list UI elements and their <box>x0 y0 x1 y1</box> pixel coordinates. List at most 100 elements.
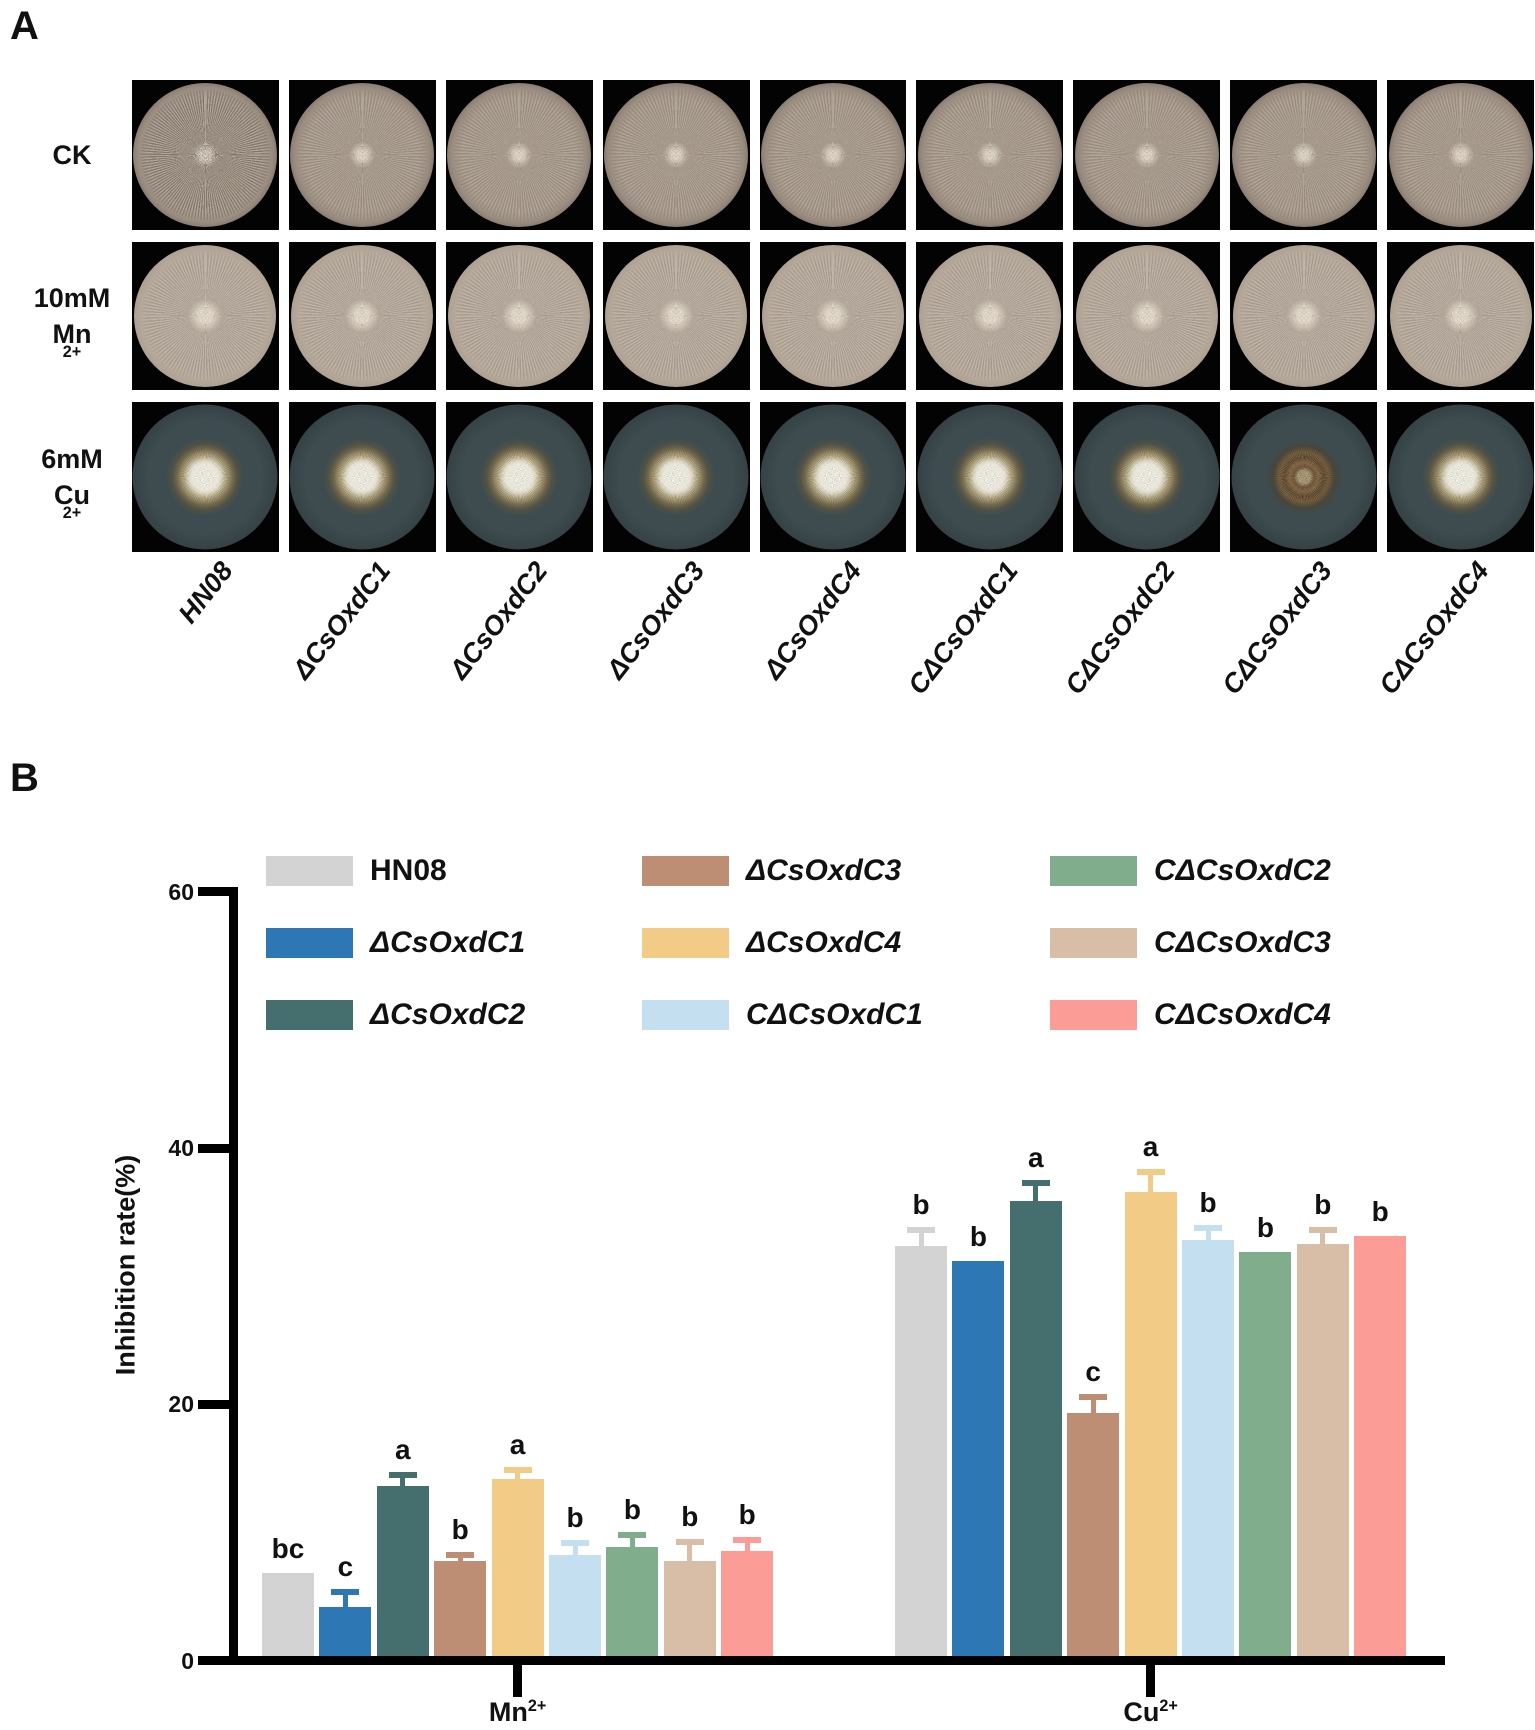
petri-cell-r2-c7 <box>1230 402 1378 552</box>
error-bar-stem-Mn-ΔCsOxdC2 <box>400 1474 406 1486</box>
petri-dish-photo-r1-c7 <box>1232 245 1375 387</box>
petri-cell-r0-c6 <box>1073 80 1221 230</box>
legend-swatch-CΔCsOxdC4 <box>1050 1000 1137 1030</box>
petri-dish-photo-r0-c2 <box>447 83 592 227</box>
petri-cell-r1-c2 <box>445 242 593 390</box>
legend-label-CΔCsOxdC2: CΔCsOxdC2 <box>1154 854 1331 887</box>
y-tick-label-40: 40 <box>168 1135 194 1162</box>
x-group-tick-0 <box>513 1665 523 1697</box>
bar-Mn-ΔCsOxdC4 <box>491 1479 544 1656</box>
bar-Cu-ΔCsOxdC1 <box>952 1261 1005 1656</box>
error-bar-cap-Mn-ΔCsOxdC2 <box>388 1472 417 1479</box>
error-bar-cap-Mn-ΔCsOxdC3 <box>446 1551 475 1558</box>
petri-dish-photo-r1-c6 <box>1075 245 1218 387</box>
panel-b-label: B <box>10 756 40 800</box>
legend-label-ΔCsOxdC4: ΔCsOxdC4 <box>746 926 902 959</box>
legend-item-CΔCsOxdC4: CΔCsOxdC4 <box>1050 998 1331 1031</box>
significance-letter-Mn-ΔCsOxdC2: a <box>395 1434 411 1466</box>
bar-Mn-ΔCsOxdC1 <box>319 1607 372 1656</box>
petri-cell-r0-c5 <box>916 80 1064 230</box>
bar-Mn-ΔCsOxdC3 <box>434 1561 487 1656</box>
petri-dish-photo-r1-c2 <box>448 245 591 387</box>
panel-a-column-label-0: HN08 <box>173 556 240 629</box>
petri-cell-r2-c5 <box>916 402 1064 552</box>
error-bar-cap-Mn-CΔCsOxdC1 <box>561 1539 589 1546</box>
panel-a-column-label-2: ΔCsOxdC2 <box>443 556 554 685</box>
legend-label-CΔCsOxdC3: CΔCsOxdC3 <box>1154 926 1331 959</box>
error-bar-stem-Cu-ΔCsOxdC4 <box>1148 1170 1154 1193</box>
significance-letter-Mn-HN08: bc <box>271 1532 305 1564</box>
legend-swatch-HN08 <box>266 856 353 886</box>
x-group-label-1: Cu2+ <box>1123 1697 1178 1727</box>
bar-Cu-ΔCsOxdC2 <box>1009 1201 1062 1656</box>
petri-dish-photo-r0-c7 <box>1231 83 1376 227</box>
legend-label-ΔCsOxdC2: ΔCsOxdC2 <box>370 998 526 1031</box>
bar-Mn-CΔCsOxdC3 <box>663 1561 716 1656</box>
error-bar-cap-Mn-CΔCsOxdC4 <box>733 1537 762 1544</box>
bar-Mn-HN08 <box>262 1572 314 1656</box>
significance-letter-Mn-CΔCsOxdC2: b <box>623 1494 641 1526</box>
panel-a-row-label-2: 6mM Cu 2+ <box>41 443 103 523</box>
bar-Cu-ΔCsOxdC4 <box>1124 1192 1177 1656</box>
legend-item-HN08: HN08 <box>266 854 447 887</box>
petri-dish-photo-r2-c7 <box>1231 404 1377 550</box>
legend-item-ΔCsOxdC1: ΔCsOxdC1 <box>266 926 526 959</box>
legend-label-HN08: HN08 <box>370 854 447 887</box>
significance-letter-Cu-CΔCsOxdC3: b <box>1314 1189 1332 1221</box>
petri-cell-r1-c7 <box>1230 242 1378 390</box>
y-tick-40 <box>198 1143 229 1153</box>
legend-item-ΔCsOxdC4: ΔCsOxdC4 <box>642 926 902 959</box>
error-bar-stem-Cu-CΔCsOxdC3 <box>1320 1229 1326 1244</box>
error-bar-stem-Mn-CΔCsOxdC2 <box>629 1534 635 1548</box>
x-group-label-0: Mn2+ <box>488 1697 547 1727</box>
bar-Cu-CΔCsOxdC4 <box>1354 1235 1407 1656</box>
petri-dish-photo-r0-c0 <box>133 83 278 227</box>
petri-dish-row-2 <box>132 402 1535 552</box>
panel-a-label: A <box>10 4 40 48</box>
error-bar-stem-Mn-CΔCsOxdC4 <box>744 1539 750 1551</box>
petri-dish-photo-r1-c1 <box>291 245 434 387</box>
legend-swatch-ΔCsOxdC1 <box>266 928 353 958</box>
petri-dish-photo-r2-c0 <box>132 404 278 550</box>
petri-dish-photo-r2-c5 <box>917 404 1063 550</box>
y-tick-0 <box>198 1656 229 1665</box>
petri-cell-r1-c3 <box>602 242 750 390</box>
petri-cell-r0-c8 <box>1387 80 1535 230</box>
petri-cell-r2-c4 <box>759 402 907 552</box>
significance-letter-Mn-CΔCsOxdC4: b <box>738 1499 756 1531</box>
legend-swatch-ΔCsOxdC2 <box>266 1000 353 1030</box>
petri-cell-r0-c2 <box>445 80 593 230</box>
petri-dish-photo-r1-c3 <box>605 245 748 387</box>
panel-a-column-label-7: CΔCsOxdC3 <box>1216 556 1339 700</box>
significance-letter-Cu-ΔCsOxdC3: c <box>1085 1355 1101 1387</box>
panel-a-row-label-0: CK <box>52 139 92 170</box>
legend-label-ΔCsOxdC1: ΔCsOxdC1 <box>370 926 526 959</box>
petri-cell-r0-c1 <box>288 80 436 230</box>
error-bar-stem-Cu-ΔCsOxdC2 <box>1033 1182 1039 1202</box>
petri-dish-photo-r2-c1 <box>289 404 435 550</box>
error-bar-stem-Mn-ΔCsOxdC1 <box>342 1590 348 1608</box>
error-bar-stem-Mn-CΔCsOxdC1 <box>572 1541 578 1555</box>
error-bar-cap-Cu-ΔCsOxdC4 <box>1136 1168 1165 1175</box>
error-bar-cap-Cu-ΔCsOxdC3 <box>1079 1393 1108 1400</box>
petri-dish-photo-r1-c8 <box>1389 245 1532 387</box>
significance-letter-Mn-ΔCsOxdC3: b <box>451 1513 469 1545</box>
petri-dish-row-0 <box>132 80 1535 230</box>
bar-Cu-HN08 <box>895 1246 947 1656</box>
error-bar-cap-Cu-HN08 <box>907 1227 935 1234</box>
petri-dish-photo-r1-c5 <box>918 245 1061 387</box>
petri-cell-r1-c4 <box>759 242 907 390</box>
y-tick-label-20: 20 <box>168 1391 194 1418</box>
petri-cell-r1-c6 <box>1073 242 1221 390</box>
petri-cell-r1-c1 <box>288 242 436 390</box>
y-tick-label-0: 0 <box>181 1647 194 1674</box>
petri-cell-r0-c0 <box>132 80 279 230</box>
petri-cell-r2-c6 <box>1073 402 1221 552</box>
significance-letter-Cu-ΔCsOxdC4: a <box>1142 1130 1159 1162</box>
petri-cell-r1-c5 <box>916 242 1064 390</box>
legend-swatch-ΔCsOxdC3 <box>642 856 729 886</box>
legend-item-CΔCsOxdC2: CΔCsOxdC2 <box>1050 854 1331 887</box>
error-bar-cap-Mn-CΔCsOxdC3 <box>675 1538 704 1545</box>
petri-dish-photo-r1-c0 <box>134 245 277 387</box>
panel-a-column-label-6: CΔCsOxdC2 <box>1059 556 1182 700</box>
